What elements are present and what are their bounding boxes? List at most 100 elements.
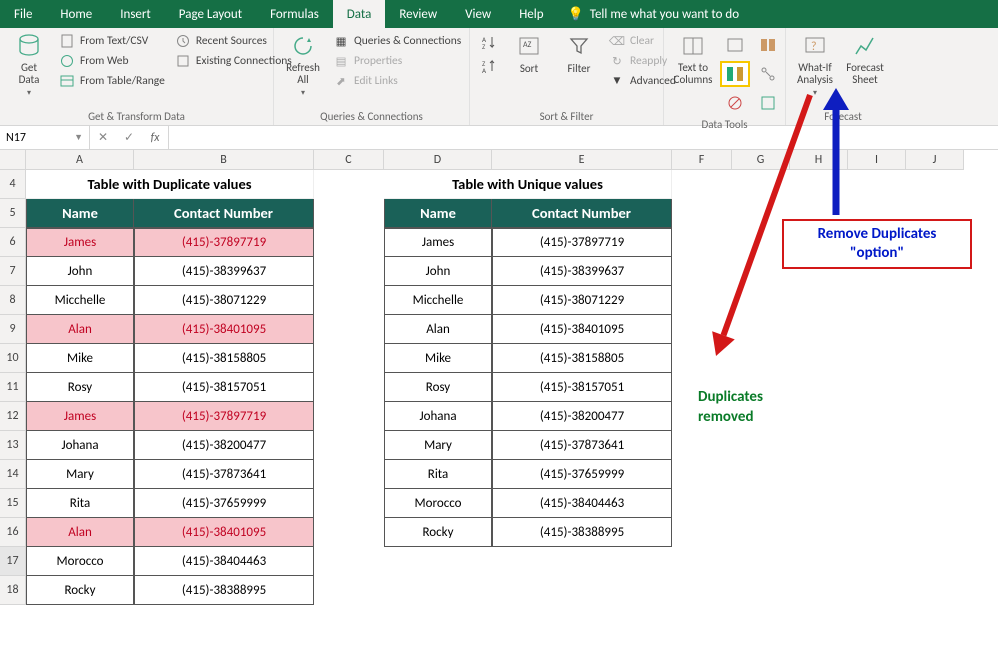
remove-duplicates-button[interactable] — [720, 61, 750, 87]
cell-B16[interactable]: (415)-38401095 — [134, 518, 314, 547]
get-data-button[interactable]: Get Data ▾ — [6, 30, 52, 108]
cell-D6[interactable]: James — [384, 228, 492, 257]
cell-A17[interactable]: Morocco — [26, 547, 134, 576]
flash-fill-button[interactable] — [720, 32, 750, 58]
cell-B11[interactable]: (415)-38157051 — [134, 373, 314, 402]
row-header-9[interactable]: 9 — [0, 315, 26, 344]
row-header-13[interactable]: 13 — [0, 431, 26, 460]
col-header-A[interactable]: A — [26, 150, 134, 170]
row-header-11[interactable]: 11 — [0, 373, 26, 402]
whatif-button[interactable]: ? What-If Analysis ▾ — [792, 30, 838, 108]
row-header-6[interactable]: 6 — [0, 228, 26, 257]
tab-home[interactable]: Home — [46, 0, 106, 28]
cell-A16[interactable]: Alan — [26, 518, 134, 547]
formula-input[interactable] — [169, 126, 998, 149]
row-header-18[interactable]: 18 — [0, 576, 26, 605]
cell-E7[interactable]: (415)-38399637 — [492, 257, 672, 286]
filter-button[interactable]: Filter — [556, 30, 602, 108]
cell-A11[interactable]: Rosy — [26, 373, 134, 402]
row-header-8[interactable]: 8 — [0, 286, 26, 315]
forecast-sheet-button[interactable]: Forecast Sheet — [842, 30, 888, 108]
data-model-button[interactable] — [753, 90, 783, 116]
tab-data[interactable]: Data — [333, 0, 386, 28]
refresh-all-button[interactable]: Refresh All ▾ — [280, 30, 326, 108]
sort-button[interactable]: AZ Sort — [506, 30, 552, 108]
cell-E13[interactable]: (415)-37873641 — [492, 431, 672, 460]
col-header-I[interactable]: I — [848, 150, 906, 170]
row-header-16[interactable]: 16 — [0, 518, 26, 547]
cell-E15[interactable]: (415)-38404463 — [492, 489, 672, 518]
tab-view[interactable]: View — [451, 0, 505, 28]
cell-D8[interactable]: Micchelle — [384, 286, 492, 315]
col-header-B[interactable]: B — [134, 150, 314, 170]
cell-B6[interactable]: (415)-37897719 — [134, 228, 314, 257]
col-header-D[interactable]: D — [384, 150, 492, 170]
cell-A10[interactable]: Mike — [26, 344, 134, 373]
row-header-12[interactable]: 12 — [0, 402, 26, 431]
row-header-14[interactable]: 14 — [0, 460, 26, 489]
text-to-columns-button[interactable]: Text to Columns — [670, 30, 716, 116]
tab-file[interactable]: File — [0, 0, 46, 28]
cell-A15[interactable]: Rita — [26, 489, 134, 518]
col-header-G[interactable]: G — [732, 150, 790, 170]
cell-D10[interactable]: Mike — [384, 344, 492, 373]
cell-E6[interactable]: (415)-37897719 — [492, 228, 672, 257]
cell-A14[interactable]: Mary — [26, 460, 134, 489]
cell-D12[interactable]: Johana — [384, 402, 492, 431]
tab-review[interactable]: Review — [385, 0, 451, 28]
from-table-range-button[interactable]: From Table/Range — [56, 72, 168, 90]
cell-A9[interactable]: Alan — [26, 315, 134, 344]
col-header-E[interactable]: E — [492, 150, 672, 170]
cell-E16[interactable]: (415)-38388995 — [492, 518, 672, 547]
data-validation-button[interactable] — [720, 90, 750, 116]
tell-me-search[interactable]: 💡Tell me what you want to do — [558, 0, 750, 28]
cell-B12[interactable]: (415)-37897719 — [134, 402, 314, 431]
cell-B10[interactable]: (415)-38158805 — [134, 344, 314, 373]
col-header-H[interactable]: H — [790, 150, 848, 170]
row-header-15[interactable]: 15 — [0, 489, 26, 518]
cell-D16[interactable]: Rocky — [384, 518, 492, 547]
select-all-corner[interactable] — [0, 150, 26, 170]
cell-D4[interactable]: Table with Unique values — [384, 170, 672, 199]
row-header-17[interactable]: 17 — [0, 547, 26, 576]
cell-A12[interactable]: James — [26, 402, 134, 431]
cell-B8[interactable]: (415)-38071229 — [134, 286, 314, 315]
cell-B5[interactable]: Contact Number — [134, 199, 314, 228]
tab-insert[interactable]: Insert — [106, 0, 165, 28]
cell-B14[interactable]: (415)-37873641 — [134, 460, 314, 489]
cell-E10[interactable]: (415)-38158805 — [492, 344, 672, 373]
tab-formulas[interactable]: Formulas — [256, 0, 333, 28]
fx-icon[interactable]: fx — [142, 131, 168, 145]
cell-B15[interactable]: (415)-37659999 — [134, 489, 314, 518]
cell-E8[interactable]: (415)-38071229 — [492, 286, 672, 315]
row-header-4[interactable]: 4 — [0, 170, 26, 199]
consolidate-button[interactable] — [753, 32, 783, 58]
from-web-button[interactable]: From Web — [56, 52, 168, 70]
cell-A5[interactable]: Name — [26, 199, 134, 228]
cell-D7[interactable]: John — [384, 257, 492, 286]
cell-E5[interactable]: Contact Number — [492, 199, 672, 228]
relationships-button[interactable] — [753, 61, 783, 87]
cell-B17[interactable]: (415)-38404463 — [134, 547, 314, 576]
row-header-7[interactable]: 7 — [0, 257, 26, 286]
cell-A6[interactable]: James — [26, 228, 134, 257]
cell-B7[interactable]: (415)-38399637 — [134, 257, 314, 286]
row-header-10[interactable]: 10 — [0, 344, 26, 373]
cell-A18[interactable]: Rocky — [26, 576, 134, 605]
cell-A13[interactable]: Johana — [26, 431, 134, 460]
cell-A8[interactable]: Micchelle — [26, 286, 134, 315]
queries-connections-button[interactable]: ▦Queries & Connections — [330, 32, 464, 50]
cell-D9[interactable]: Alan — [384, 315, 492, 344]
row-header-5[interactable]: 5 — [0, 199, 26, 228]
cell-D5[interactable]: Name — [384, 199, 492, 228]
cell-A4[interactable]: Table with Duplicate values — [26, 170, 314, 199]
tab-page-layout[interactable]: Page Layout — [165, 0, 256, 28]
cell-E9[interactable]: (415)-38401095 — [492, 315, 672, 344]
cell-B13[interactable]: (415)-38200477 — [134, 431, 314, 460]
cell-D14[interactable]: Rita — [384, 460, 492, 489]
tab-help[interactable]: Help — [505, 0, 557, 28]
from-text-csv-button[interactable]: From Text/CSV — [56, 32, 168, 50]
name-box[interactable]: N17▼ — [0, 126, 90, 149]
cell-A7[interactable]: John — [26, 257, 134, 286]
cell-D11[interactable]: Rosy — [384, 373, 492, 402]
